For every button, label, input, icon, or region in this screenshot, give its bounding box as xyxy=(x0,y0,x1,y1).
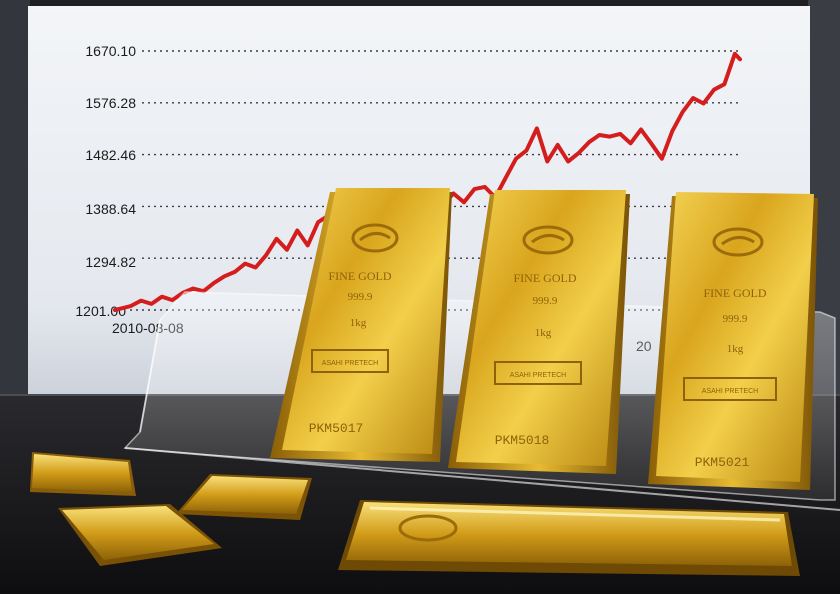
y-tick-label-2: 1482.46 xyxy=(85,147,136,163)
small-gold-ingot-1 xyxy=(30,452,136,496)
bar-right-line-4: PKM5021 xyxy=(695,455,750,470)
gold-bar-left: FINE GOLD 999.9 1kg ASAHI PRETECH PKM501… xyxy=(270,188,452,462)
y-tick-label-3: 1388.64 xyxy=(85,201,136,217)
y-tick-label-1: 1576.28 xyxy=(85,95,136,111)
bar-right-line-2: 1kg xyxy=(727,343,744,355)
bar-middle-line-2: 1kg xyxy=(535,327,552,339)
y-tick-label-4: 1294.82 xyxy=(85,254,136,270)
bar-left-line-2: 1kg xyxy=(350,317,367,329)
bar-middle-line-3: ASAHI PRETECH xyxy=(510,372,566,379)
left-edge-shadow xyxy=(0,0,30,420)
bar-right-line-0: FINE GOLD xyxy=(704,286,767,300)
chart-gridlines xyxy=(130,50,740,311)
gold-bar-middle: FINE GOLD 999.9 1kg ASAHI PRETECH PKM501… xyxy=(448,190,630,474)
large-lying-gold-bar xyxy=(338,500,800,576)
bar-left-line-4: PKM5017 xyxy=(309,421,364,436)
y-tick-label-5: 1201.00 xyxy=(75,303,126,319)
y-axis-tick-labels: 1670.10 1576.28 1482.46 1388.64 1294.82 … xyxy=(75,43,136,319)
bar-right-line-3: ASAHI PRETECH xyxy=(702,388,758,395)
bar-left-line-3: ASAHI PRETECH xyxy=(322,360,378,367)
bar-left-line-1: 999.9 xyxy=(348,291,373,303)
small-gold-ingot-2 xyxy=(176,474,312,520)
bar-middle-line-4: PKM5018 xyxy=(495,433,550,448)
bar-right-line-1: 999.9 xyxy=(723,313,748,325)
y-tick-label-0: 1670.10 xyxy=(85,43,136,59)
bar-middle-line-1: 999.9 xyxy=(533,295,558,307)
bar-middle-line-0: FINE GOLD xyxy=(514,271,577,285)
bar-left-line-0: FINE GOLD xyxy=(329,269,392,283)
gold-bar-right: FINE GOLD 999.9 1kg ASAHI PRETECH PKM502… xyxy=(648,192,818,490)
small-gold-ingot-3 xyxy=(58,504,222,566)
